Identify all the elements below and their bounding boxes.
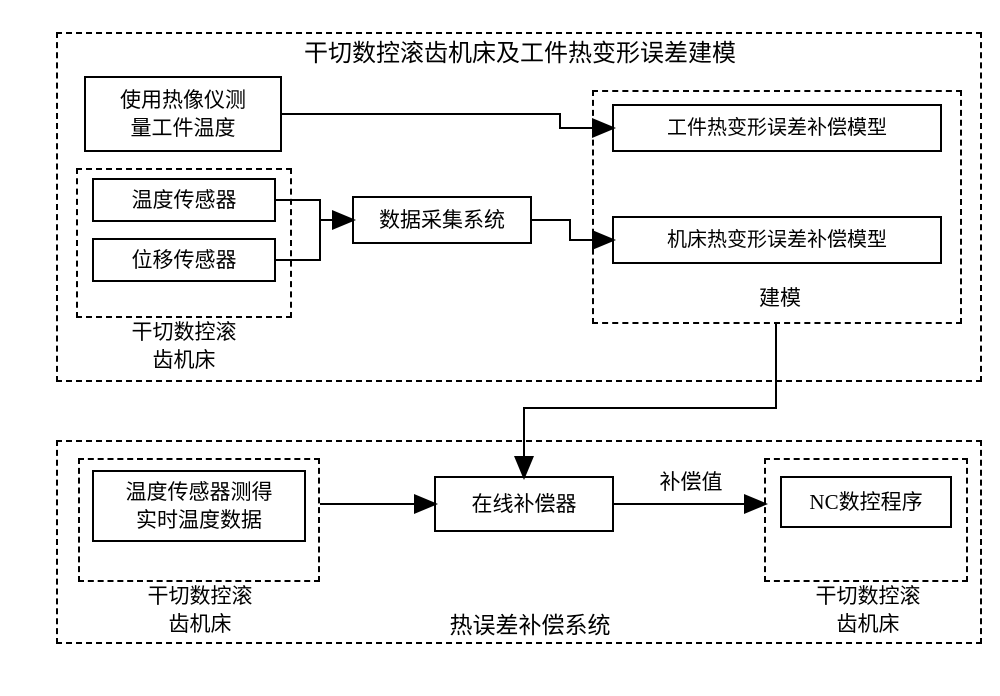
realtime-temp-text: 温度传感器测得实时温度数据 [126, 478, 273, 535]
nc-group-label: 干切数控滚齿机床 [788, 582, 948, 639]
realtime-group-label: 干切数控滚齿机床 [120, 582, 280, 639]
temp-sensor-text: 温度传感器 [132, 186, 237, 214]
sensors-group-label: 干切数控滚齿机床 [108, 318, 260, 375]
online-comp-box: 在线补偿器 [434, 476, 614, 532]
nc-program-box: NC数控程序 [780, 476, 952, 528]
modeling-group-label: 建模 [740, 284, 820, 312]
realtime-temp-box: 温度传感器测得实时温度数据 [92, 470, 306, 542]
machine-model-text: 机床热变形误差补偿模型 [667, 227, 887, 254]
machine-model-box: 机床热变形误差补偿模型 [612, 216, 942, 264]
temp-sensor-box: 温度传感器 [92, 178, 276, 222]
disp-sensor-text: 位移传感器 [132, 246, 237, 274]
data-acq-box: 数据采集系统 [352, 196, 532, 244]
nc-program-text: NC数控程序 [809, 488, 922, 516]
diagram-canvas: 干切数控滚齿机床及工件热变形误差建模 使用热像仪测量工件温度 温度传感器 位移传… [20, 20, 1000, 676]
disp-sensor-box: 位移传感器 [92, 238, 276, 282]
work-model-text: 工件热变形误差补偿模型 [667, 115, 887, 142]
online-comp-text: 在线补偿器 [472, 490, 577, 518]
bottom-group-title: 热误差补偿系统 [430, 610, 630, 641]
thermal-camera-box: 使用热像仪测量工件温度 [84, 76, 282, 152]
top-group-title: 干切数控滚齿机床及工件热变形误差建模 [260, 38, 780, 70]
thermal-camera-text: 使用热像仪测量工件温度 [120, 86, 246, 143]
comp-value-label: 补偿值 [646, 468, 736, 496]
work-model-box: 工件热变形误差补偿模型 [612, 104, 942, 152]
data-acq-text: 数据采集系统 [379, 206, 505, 234]
